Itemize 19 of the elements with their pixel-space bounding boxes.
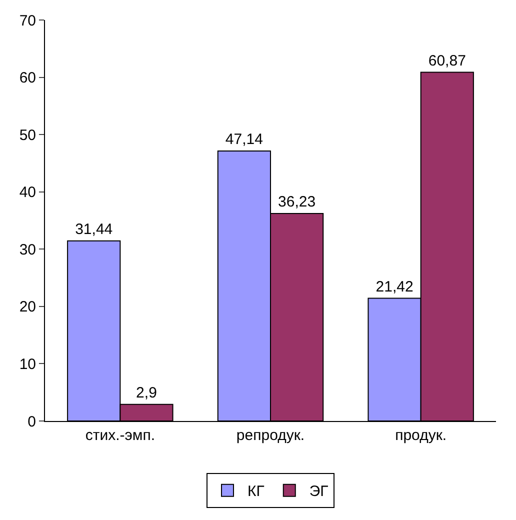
- data-label: 47,14: [225, 130, 263, 148]
- x-tick-label: репродук.: [236, 427, 305, 444]
- x-tick-label: продук.: [395, 427, 447, 444]
- y-tick-label: 30: [19, 241, 36, 258]
- y-tick-label: 60: [19, 70, 36, 87]
- y-tick-label: 70: [19, 12, 36, 30]
- y-tick-label: 10: [19, 356, 36, 373]
- data-label: 36,23: [278, 193, 316, 210]
- y-tick-label: 0: [28, 413, 36, 430]
- data-label: 31,44: [75, 220, 113, 238]
- x-tick-label: стих.-эмп.: [85, 427, 156, 444]
- y-tick-label: 20: [19, 298, 36, 316]
- y-tick-label: 40: [19, 184, 36, 202]
- data-label: 2,9: [136, 384, 157, 402]
- data-label: 60,87: [428, 52, 466, 70]
- y-tick-label: 50: [19, 126, 36, 144]
- legend-label: ЭГ: [309, 483, 328, 500]
- data-label: 21,42: [376, 278, 414, 296]
- legend-label: КГ: [248, 483, 264, 500]
